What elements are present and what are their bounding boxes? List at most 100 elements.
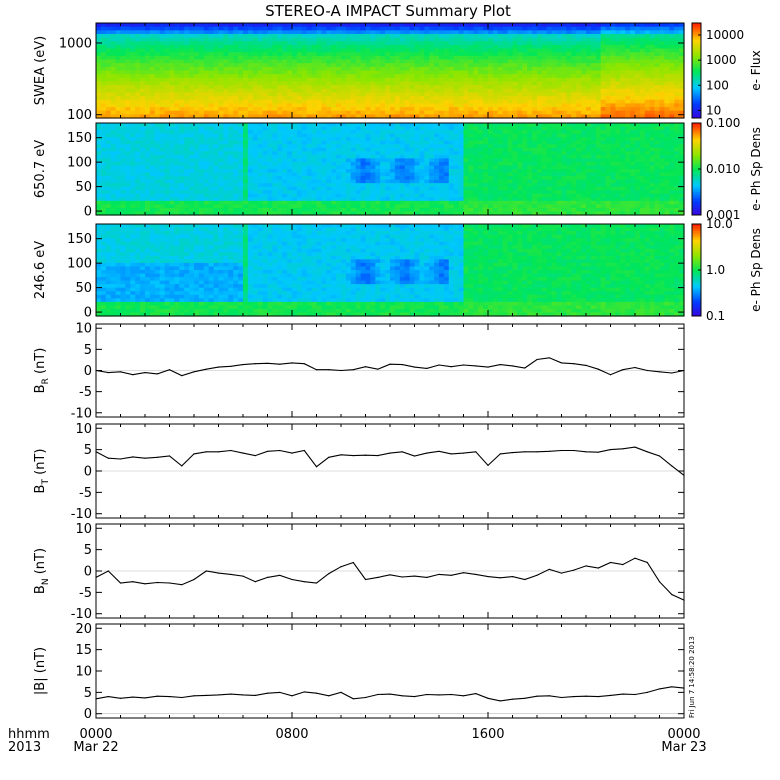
y-tick-label: 1000 xyxy=(59,36,92,51)
data-point xyxy=(658,455,661,457)
data-point xyxy=(107,570,109,572)
data-point xyxy=(205,570,207,572)
colorbar-label: e- Ph Sp Dens xyxy=(749,228,763,312)
data-point xyxy=(119,697,122,699)
panel-5: 10 5 0 -5 -10 BT (nT) xyxy=(33,422,685,522)
colorbar-3: 10.0 1.0 0.1 e- Ph Sp Dens xyxy=(691,217,763,323)
data-point xyxy=(560,362,563,364)
colorbar-1: 10000 1000 100 10 e- Flux xyxy=(691,22,763,119)
data-point xyxy=(364,366,367,368)
y-tick-label: 10 xyxy=(75,422,92,437)
data-point xyxy=(671,686,673,688)
data-point xyxy=(560,449,563,452)
data-point xyxy=(524,367,526,369)
data-point xyxy=(303,691,305,693)
heatmap-cells xyxy=(96,224,685,317)
data-point xyxy=(413,366,416,368)
data-point xyxy=(364,454,367,456)
data-point xyxy=(168,369,171,371)
data-point xyxy=(511,698,514,700)
data-point xyxy=(622,369,624,371)
data-point xyxy=(671,372,673,374)
data-point xyxy=(291,452,293,454)
data-point xyxy=(132,581,134,583)
data-point xyxy=(119,371,122,373)
y-tick-label: 50 xyxy=(75,180,92,195)
data-point xyxy=(377,576,379,579)
data-point xyxy=(217,451,220,453)
data-point xyxy=(462,452,465,454)
data-point xyxy=(413,455,416,457)
data-point xyxy=(658,581,661,583)
heatmap-cells xyxy=(96,23,685,119)
data-point xyxy=(377,455,379,457)
data-point xyxy=(450,453,452,455)
data-point xyxy=(475,693,477,695)
panel-2: 0.100 0.010 0.001 e- Ph Sp Dens 150 100 50 0 650… xyxy=(33,116,763,222)
y-axis-label: BN (nT) xyxy=(33,548,51,594)
y-tick-label: -5 xyxy=(79,486,92,501)
data-point xyxy=(328,369,330,371)
data-point xyxy=(401,576,403,578)
data-point xyxy=(462,364,465,366)
data-point xyxy=(193,578,195,581)
data-point xyxy=(217,366,220,368)
data-point xyxy=(389,452,391,454)
data-point xyxy=(340,369,342,372)
series-line xyxy=(95,557,685,601)
data-point xyxy=(181,696,183,699)
data-point xyxy=(475,365,477,367)
colorbar-tick-label: 1.0 xyxy=(706,263,725,277)
data-point xyxy=(107,457,109,459)
data-point xyxy=(168,455,171,457)
x-tick-date: Mar 23 xyxy=(661,740,706,755)
data-point xyxy=(279,574,281,576)
y-tick-label: 5 xyxy=(84,543,92,558)
data-point xyxy=(168,582,171,584)
data-point xyxy=(340,454,342,456)
data-point xyxy=(205,694,207,697)
y-axis-label: 650.7 eV xyxy=(33,140,48,198)
data-point xyxy=(524,451,526,453)
data-point xyxy=(107,372,109,374)
data-point xyxy=(438,573,440,576)
y-tick-label: -5 xyxy=(79,385,92,400)
data-point xyxy=(156,695,158,697)
data-point xyxy=(230,365,232,367)
data-point xyxy=(511,365,514,367)
colorbar-tick-label: 0.010 xyxy=(706,162,740,176)
data-point xyxy=(340,691,342,694)
data-point xyxy=(622,448,624,450)
panel-frame xyxy=(95,623,685,719)
data-point xyxy=(389,574,391,576)
data-point xyxy=(597,451,599,453)
colorbar-2: 0.100 0.010 0.001 e- Ph Sp Dens xyxy=(691,116,763,222)
data-point xyxy=(242,575,244,577)
data-point xyxy=(279,363,281,365)
data-point xyxy=(487,697,489,699)
data-point xyxy=(671,593,673,596)
data-point xyxy=(291,362,293,364)
data-point xyxy=(597,567,599,569)
data-point xyxy=(413,696,416,698)
data-point xyxy=(156,456,158,458)
data-point xyxy=(426,693,428,696)
colorbar-label: e- Ph Sp Dens xyxy=(749,127,763,211)
data-point xyxy=(230,693,232,695)
data-point xyxy=(524,697,526,699)
data-point xyxy=(279,691,281,694)
data-point xyxy=(536,358,538,361)
data-point xyxy=(328,695,330,697)
y-axis-label: SWEA (eV) xyxy=(33,36,48,105)
data-point xyxy=(291,578,293,581)
data-point xyxy=(303,449,305,452)
y-axis-label: BR (nT) xyxy=(33,348,51,394)
y-tick-label: 0 xyxy=(84,306,92,321)
y-tick-label: 150 xyxy=(67,131,92,146)
data-point xyxy=(548,357,550,359)
data-point xyxy=(352,698,354,700)
colorbar-tick-label: 0.001 xyxy=(706,208,740,222)
data-point xyxy=(560,572,563,574)
data-point xyxy=(609,449,612,451)
